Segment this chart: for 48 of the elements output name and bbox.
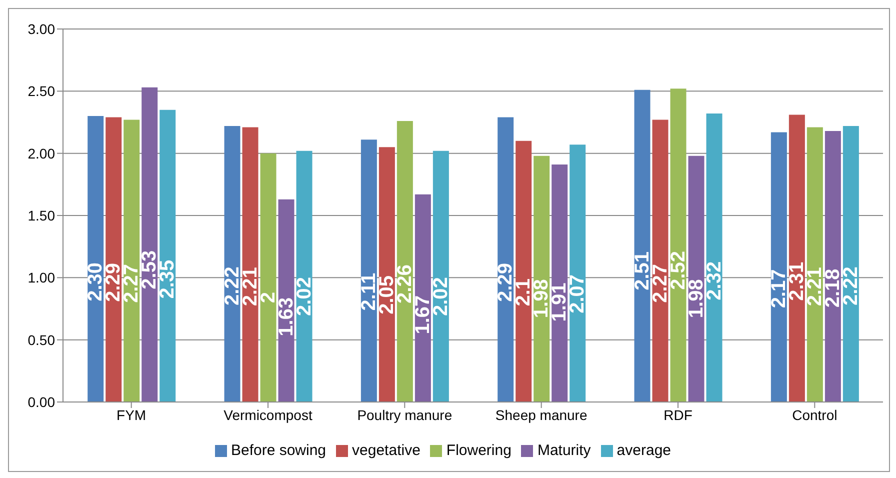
y-tick-label: 1.50 [28, 207, 56, 224]
x-tick-label: Sheep manure [495, 406, 588, 423]
bar [296, 150, 312, 402]
bar [260, 153, 276, 402]
y-tick-label: 3.00 [28, 20, 56, 37]
bar [360, 140, 377, 402]
y-tick-label: 0.00 [28, 394, 56, 410]
y-tick-label: 0.50 [28, 332, 56, 348]
y-tick-label: 2.50 [28, 83, 56, 100]
bar [396, 121, 413, 402]
bar [770, 132, 787, 402]
bar [806, 127, 823, 402]
x-tick-label: Control [792, 406, 838, 423]
legend-label: Maturity [537, 442, 591, 459]
legend-label: Flowering [446, 442, 512, 459]
bar [378, 147, 395, 402]
bar [242, 127, 258, 402]
y-tick-label: 2.00 [28, 145, 56, 162]
x-tick-label: RDF [664, 406, 692, 423]
legend-label: average [616, 442, 672, 459]
y-tick-label: 1.00 [28, 270, 56, 286]
bar [516, 140, 532, 402]
bar [142, 87, 158, 402]
bar [88, 116, 104, 402]
bar [160, 110, 176, 402]
x-tick-label: FYM [116, 406, 146, 423]
bar [124, 120, 140, 402]
bar [688, 156, 704, 402]
bar [788, 114, 805, 402]
bar [278, 199, 294, 402]
bar [670, 88, 686, 402]
bar [552, 164, 568, 402]
bar [652, 120, 668, 402]
bar [824, 130, 841, 402]
bar [534, 156, 550, 402]
legend-label: Before sowing [230, 442, 326, 459]
bar [498, 117, 514, 402]
bar [842, 126, 859, 402]
bar [432, 150, 449, 402]
bar [706, 114, 722, 402]
bar [414, 194, 431, 402]
bar [224, 126, 240, 402]
bar [570, 144, 586, 402]
x-tick-label: Poultry manure [357, 406, 452, 423]
bar [106, 117, 122, 402]
x-tick-label: Vermicompost [224, 406, 312, 423]
bar [634, 90, 650, 402]
legend-label: vegetative [352, 442, 420, 459]
